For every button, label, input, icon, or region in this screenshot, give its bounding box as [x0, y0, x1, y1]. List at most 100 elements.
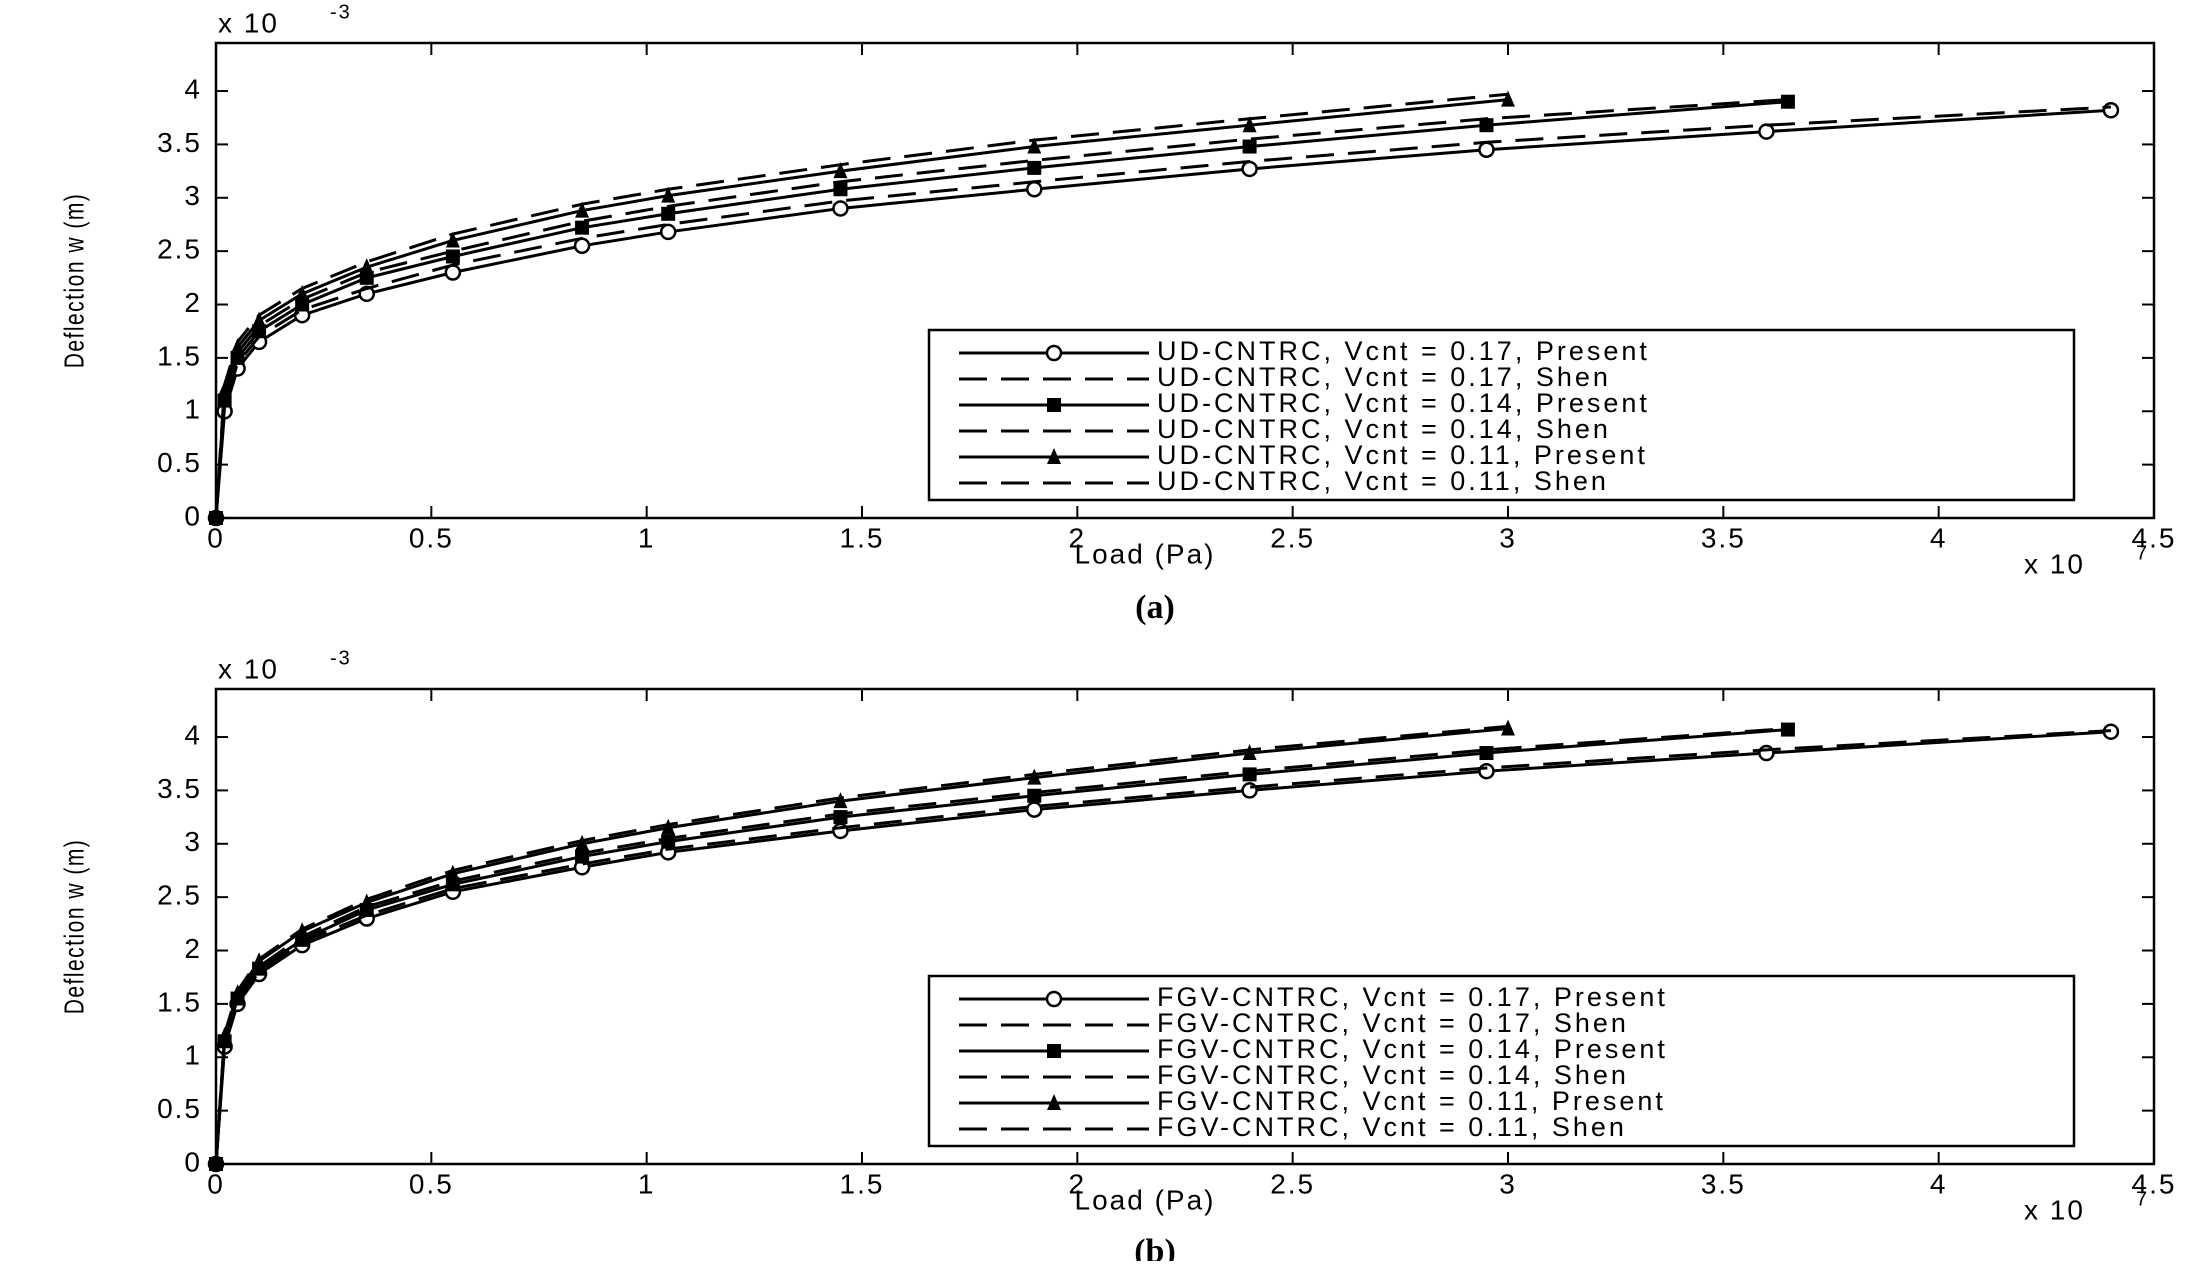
legend-label: FGV-CNTRC, Vcnt = 0.11, Shen: [1157, 1112, 1627, 1142]
x-tick-label: 4.5: [2132, 1168, 2177, 1199]
marker: [1242, 744, 1257, 761]
legend-label: UD-CNTRC, Vcnt = 0.11, Shen: [1157, 466, 1609, 496]
x-tick-label: 4.5: [2132, 522, 2177, 553]
x-axis-label: Load (Pa): [1075, 538, 1216, 569]
legend-label: FGV-CNTRC, Vcnt = 0.11, Present: [1157, 1086, 1666, 1116]
y-multiplier: x 10: [218, 653, 279, 684]
y-tick-label: 4: [184, 719, 202, 750]
y-tick-label: 4: [184, 73, 202, 104]
x-tick-label: 1.5: [840, 522, 885, 553]
marker: [1242, 139, 1257, 154]
x-tick-label: 2: [1069, 522, 1087, 553]
marker: [1478, 762, 1495, 780]
x-tick-label: 1: [638, 522, 656, 553]
x-multiplier: x 10: [2024, 548, 2085, 579]
x-tick-label: 3: [1499, 522, 1517, 553]
x-tick-label: 4: [1930, 1168, 1948, 1199]
marker: [1241, 160, 1258, 178]
caption: (a): [1135, 589, 1175, 626]
legend-box: [927, 328, 2076, 502]
marker: [833, 792, 848, 809]
x-axis-label: Load (Pa): [1075, 1184, 1216, 1215]
legend-label: FGV-CNTRC, Vcnt = 0.14, Shen: [1157, 1060, 1629, 1090]
x-multiplier: x 10: [2024, 1194, 2085, 1225]
subplot: 0 0.5 1 1.5 2 2.5 3 3.5 4 4.5 0 0.5 1 1.5 2 2.5 3 3.5 4 Loa…: [60, 1, 2177, 579]
y-tick-label: 0: [184, 1146, 202, 1177]
marker: [1479, 746, 1494, 761]
marker: [1501, 90, 1515, 107]
marker: [1027, 768, 1042, 785]
legend-box: [927, 974, 2076, 1148]
marker: [1478, 141, 1495, 158]
legend-label: UD-CNTRC, Vcnt = 0.17, Shen: [1157, 362, 1611, 392]
legend-label: UD-CNTRC, Vcnt = 0.14, Present: [1157, 388, 1650, 418]
marker: [295, 284, 310, 301]
marker: [359, 893, 374, 910]
y-multiplier-exponent: -3: [330, 647, 352, 669]
x-tick-label: 0: [207, 1168, 225, 1199]
marker: [833, 162, 848, 179]
y-tick-label: 2.5: [157, 234, 202, 265]
marker: [445, 249, 460, 264]
marker: [445, 231, 460, 248]
subplot: 0 0.5 1 1.5 2 2.5 3 3.5 4 4.5 0 0.5 1 1.5 2 2.5 3 3.5 4 Loa…: [60, 647, 2177, 1225]
y-multiplier-exponent: -3: [330, 1, 352, 23]
x-tick-label: 3.5: [1701, 1168, 1746, 1199]
x-tick-label: 1.5: [840, 1168, 885, 1199]
marker: [659, 223, 677, 241]
legend: FGV-CNTRC, Vcnt = 0.17, PresentFGV-CNTRC…: [927, 974, 2076, 1148]
marker: [832, 200, 849, 217]
marker: [661, 818, 676, 835]
x-tick-label: 0.5: [409, 522, 454, 553]
y-tick-label: 2.5: [157, 880, 202, 911]
y-tick-label: 2: [184, 287, 202, 318]
marker: [1026, 180, 1043, 198]
legend-label: UD-CNTRC, Vcnt = 0.11, Present: [1157, 440, 1648, 470]
data-line: [214, 729, 2112, 1165]
marker: [252, 324, 267, 339]
y-tick-label: 3.5: [157, 773, 202, 804]
x-tick-label: 2.5: [1270, 522, 1315, 553]
y-tick-label: 0.5: [157, 1093, 202, 1124]
x-tick-label: 0: [207, 522, 225, 553]
y-tick-label: 3.5: [157, 127, 202, 158]
marker: [573, 237, 591, 255]
x-tick-label: 4: [1930, 522, 1948, 553]
marker: [2102, 101, 2120, 119]
marker: [1047, 398, 1061, 412]
marker: [252, 311, 267, 328]
marker: [1047, 1094, 1061, 1110]
y-tick-label: 3: [184, 826, 202, 857]
legend-label: FGV-CNTRC, Vcnt = 0.17, Present: [1157, 982, 1668, 1012]
legend-label: FGV-CNTRC, Vcnt = 0.17, Shen: [1157, 1008, 1629, 1038]
marker: [661, 186, 676, 203]
marker: [1045, 344, 1063, 362]
marker: [1479, 118, 1494, 133]
marker: [833, 182, 848, 197]
marker: [661, 206, 676, 221]
x-tick-label: 3.5: [1701, 522, 1746, 553]
y-tick-label: 2: [184, 933, 202, 964]
marker: [1027, 160, 1042, 175]
legend: UD-CNTRC, Vcnt = 0.17, PresentUD-CNTRC, …: [927, 328, 2076, 502]
y-axis-label: Deflection w (m): [60, 193, 91, 369]
marker: [1026, 801, 1043, 818]
axes-box: [214, 41, 2156, 520]
x-multiplier-exponent: 7: [2136, 542, 2149, 564]
x-tick-label: 2: [1069, 1168, 1087, 1199]
marker: [445, 864, 460, 881]
marker: [359, 258, 374, 275]
y-multiplier: x 10: [218, 7, 279, 38]
axes-box: [214, 687, 2156, 1166]
x-tick-label: 3: [1499, 1168, 1517, 1199]
x-multiplier-exponent: 7: [2136, 1188, 2149, 1210]
x-tick-label: 1: [638, 1168, 656, 1199]
y-tick-label: 1: [184, 394, 202, 425]
y-tick-label: 3: [184, 180, 202, 211]
marker: [1780, 94, 1795, 109]
marker: [1758, 123, 1775, 140]
legend-label: UD-CNTRC, Vcnt = 0.14, Shen: [1157, 414, 1611, 444]
x-tick-label: 0.5: [409, 1168, 454, 1199]
